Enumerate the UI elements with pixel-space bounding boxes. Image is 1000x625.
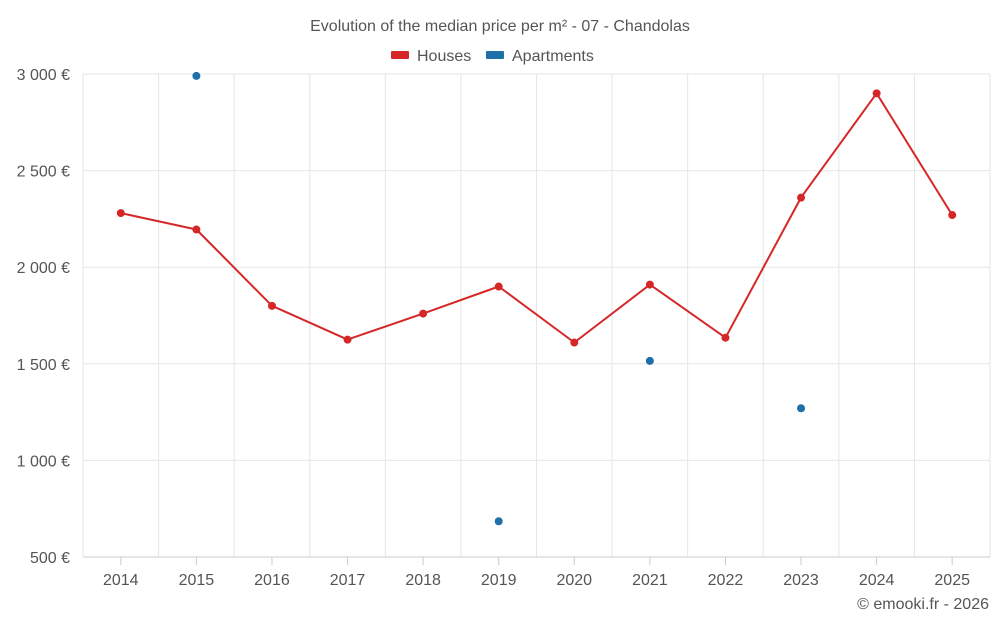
data-point-apartments-2015[interactable] xyxy=(192,71,201,80)
data-point-apartments-2021[interactable] xyxy=(645,356,654,365)
legend-swatch-houses xyxy=(391,51,409,59)
x-tick-label: 2025 xyxy=(934,572,970,589)
x-tick-label: 2022 xyxy=(708,572,744,589)
series-apartments xyxy=(192,71,806,526)
y-tick-label: 1 000 € xyxy=(17,453,70,470)
x-tick-label: 2018 xyxy=(405,572,441,589)
y-tick-label: 2 000 € xyxy=(17,260,70,277)
data-point-houses-2021[interactable] xyxy=(645,280,654,289)
data-point-houses-2024[interactable] xyxy=(872,89,881,98)
chart-title: Evolution of the median price per m² - 0… xyxy=(310,18,690,35)
legend-label-houses: Houses xyxy=(417,48,471,65)
data-point-houses-2025[interactable] xyxy=(948,211,957,220)
data-point-houses-2017[interactable] xyxy=(343,335,352,344)
x-tick-label: 2014 xyxy=(103,572,139,589)
series-line-houses xyxy=(120,92,954,344)
data-point-houses-2023[interactable] xyxy=(797,193,806,202)
y-tick-label: 1 500 € xyxy=(17,357,70,374)
data-point-apartments-2019[interactable] xyxy=(494,517,503,526)
legend-item-apartments[interactable]: Apartments xyxy=(486,48,594,65)
grid xyxy=(82,73,991,557)
data-point-houses-2019[interactable] xyxy=(494,282,503,291)
series-houses xyxy=(116,89,957,347)
y-tick-label: 3 000 € xyxy=(17,67,70,84)
x-tick-label: 2021 xyxy=(632,572,668,589)
legend: Houses Apartments xyxy=(391,48,594,65)
legend-item-houses[interactable]: Houses xyxy=(391,48,471,65)
x-tick-label: 2020 xyxy=(556,572,592,589)
y-tick-label: 500 € xyxy=(30,550,70,567)
data-point-houses-2022[interactable] xyxy=(721,333,730,342)
y-tick-label: 2 500 € xyxy=(17,164,70,181)
series-layer xyxy=(116,71,957,526)
x-tick-label: 2019 xyxy=(481,572,517,589)
credit-text: © emooki.fr - 2026 xyxy=(857,596,989,613)
x-tick-label: 2017 xyxy=(330,572,366,589)
x-tick-label: 2024 xyxy=(859,572,895,589)
x-tick-label: 2015 xyxy=(179,572,215,589)
legend-swatch-apartments xyxy=(486,51,504,59)
data-point-houses-2018[interactable] xyxy=(419,309,428,318)
axes: 500 € 1 000 € 1 500 € 2 000 € 2 500 € 3 000 €… xyxy=(17,67,990,589)
data-point-houses-2014[interactable] xyxy=(116,209,125,218)
data-point-houses-2015[interactable] xyxy=(192,225,201,234)
x-tick-label: 2016 xyxy=(254,572,290,589)
data-point-apartments-2023[interactable] xyxy=(797,404,806,413)
data-point-houses-2020[interactable] xyxy=(570,338,579,347)
data-point-houses-2016[interactable] xyxy=(267,301,276,310)
legend-label-apartments: Apartments xyxy=(512,48,594,65)
x-tick-label: 2023 xyxy=(783,572,819,589)
